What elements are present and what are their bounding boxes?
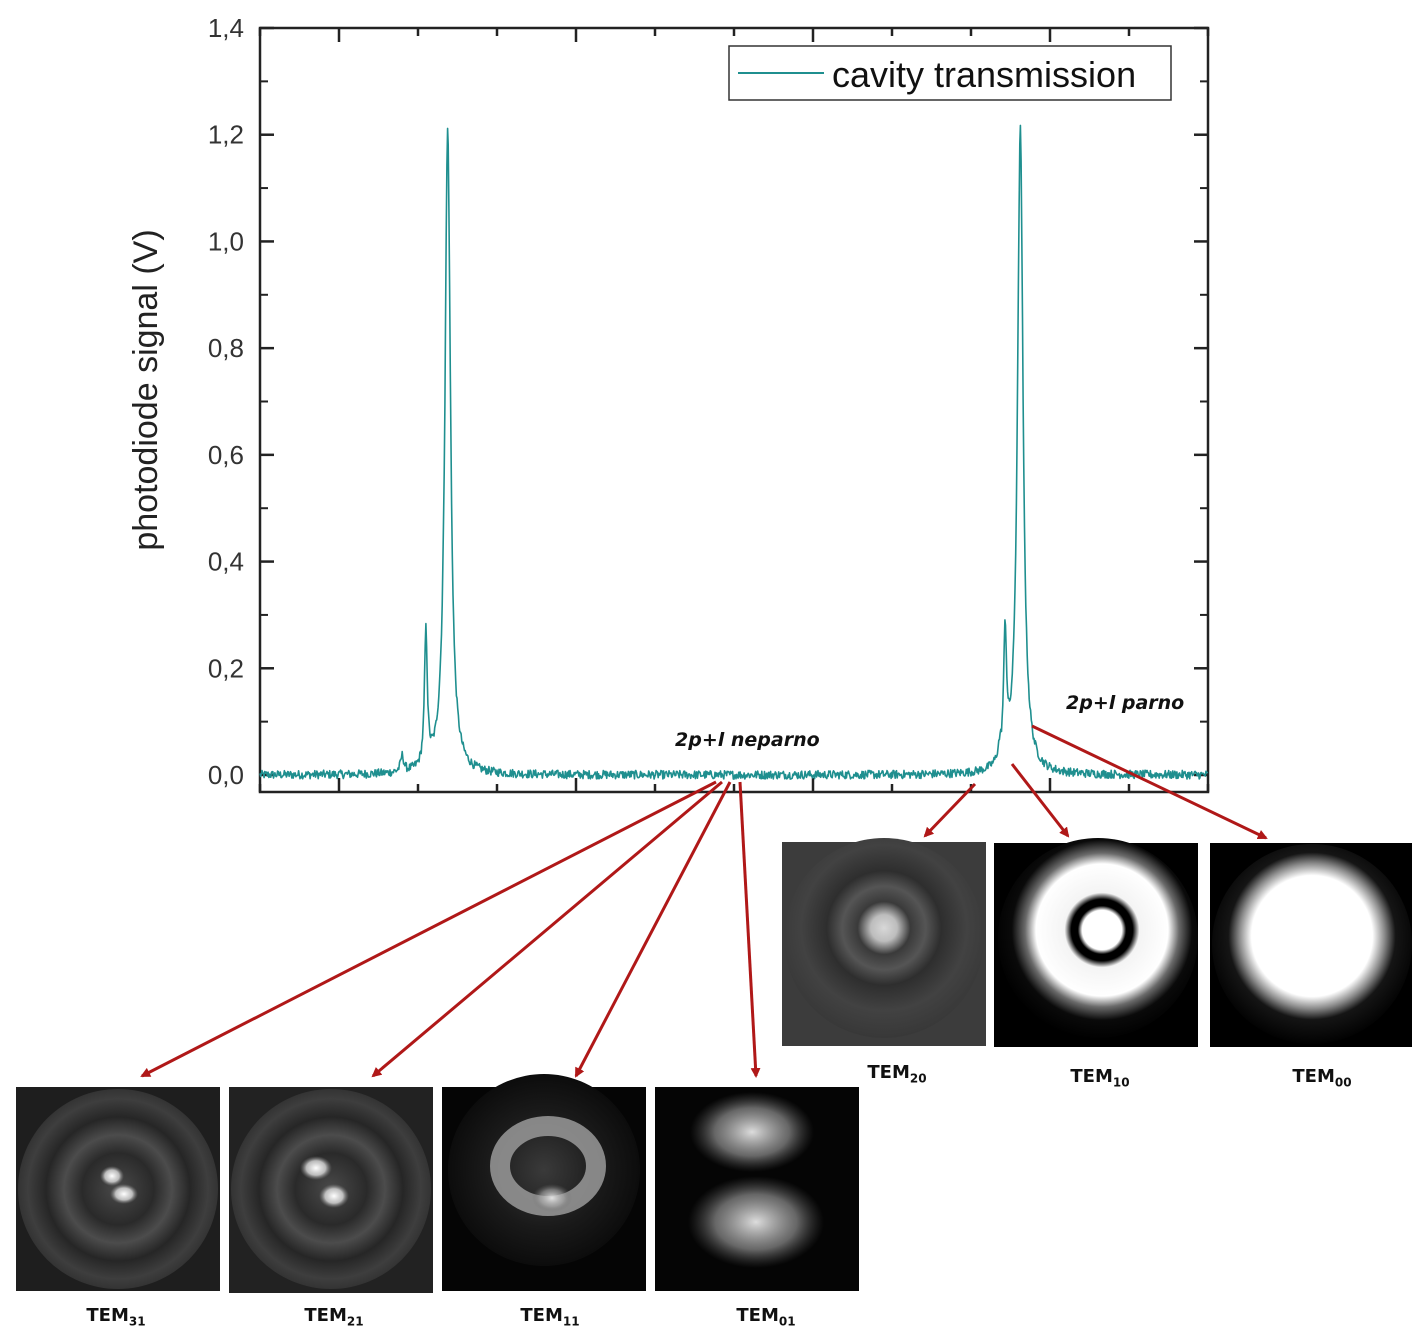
arrow-tem01 (738, 781, 761, 1078)
label-tem20: TEM20 (867, 1062, 927, 1086)
label-tem11: TEM11 (520, 1305, 580, 1329)
y-tick-label: 0,6 (208, 440, 244, 470)
arrow-tem20 (923, 782, 977, 838)
y-axis: 0,0 0,2 0,4 0,6 0,8 1,0 1,2 1,4 (208, 13, 1208, 790)
y-tick-label: 1,0 (208, 226, 244, 256)
y-tick-label: 1,4 (208, 13, 244, 43)
label-tem10: TEM10 (1070, 1066, 1130, 1090)
arrow-tem10 (1010, 763, 1070, 838)
arrow-tem31 (140, 780, 717, 1078)
arrow-tem11 (574, 781, 732, 1078)
mode-image-tem20 (782, 838, 986, 1046)
mode-arrows (140, 724, 1268, 1078)
y-tick-label: 0,2 (208, 653, 244, 683)
mode-image-tem21 (229, 1087, 433, 1293)
label-tem21: TEM21 (304, 1305, 364, 1329)
cavity-transmission-line (259, 124, 1209, 780)
y-tick-label: 0,0 (208, 760, 244, 790)
arrow-tem00 (1031, 724, 1268, 840)
y-axis-label: photodiode signal (V) (127, 229, 165, 550)
y-tick-label: 0,8 (208, 333, 244, 363)
label-tem31: TEM31 (86, 1305, 146, 1329)
y-tick-label: 1,2 (208, 120, 244, 150)
legend: cavity transmission (728, 45, 1172, 101)
mode-image-tem01 (655, 1087, 859, 1291)
label-tem01: TEM01 (736, 1305, 796, 1329)
label-tem00: TEM00 (1292, 1066, 1352, 1090)
annotation-neparno: 2p+l neparno (675, 729, 820, 751)
annotation-parno: 2p+l parno (1066, 692, 1184, 714)
legend-label: cavity transmission (832, 54, 1136, 95)
mode-image-tem31 (16, 1087, 220, 1291)
mode-image-tem11 (442, 1074, 646, 1291)
mode-image-tem10 (994, 838, 1198, 1047)
plot-frame (258, 26, 1210, 794)
mode-image-tem00 (1210, 843, 1412, 1047)
y-tick-label: 0,4 (208, 547, 244, 577)
x-axis (258, 28, 1210, 792)
arrow-tem21 (371, 780, 723, 1078)
